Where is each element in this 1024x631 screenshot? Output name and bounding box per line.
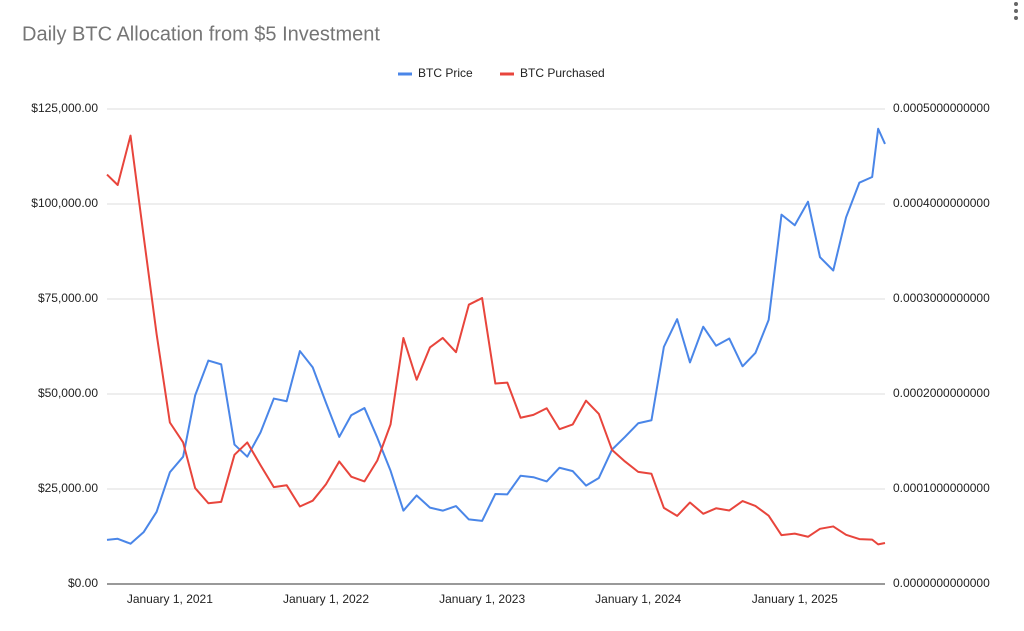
y-tick-label: $50,000.00 (38, 386, 98, 400)
y-tick-label: $100,000.00 (31, 196, 98, 210)
y-tick-label: $75,000.00 (38, 291, 98, 305)
y-tick-label: $25,000.00 (38, 481, 98, 495)
y2-tick-label: 0.0003000000000 (893, 291, 990, 305)
y2-tick-label: 0.0001000000000 (893, 481, 990, 495)
series-line (106, 134, 886, 546)
legend-label: BTC Purchased (520, 66, 605, 80)
y-tick-label: $0.00 (68, 576, 98, 590)
series-line (106, 127, 886, 545)
x-tick-label: January 1, 2025 (752, 592, 838, 606)
x-tick-label: January 1, 2024 (595, 592, 681, 606)
y2-tick-label: 0.0004000000000 (893, 196, 990, 210)
x-tick-label: January 1, 2023 (439, 592, 525, 606)
legend-label: BTC Price (418, 66, 473, 80)
x-tick-label: January 1, 2022 (283, 592, 369, 606)
chart-title: Daily BTC Allocation from $5 Investment (22, 23, 380, 45)
y2-tick-label: 0.0005000000000 (893, 101, 990, 115)
y2-tick-label: 0.0002000000000 (893, 386, 990, 400)
x-tick-label: January 1, 2021 (127, 592, 213, 606)
y-tick-label: $125,000.00 (31, 101, 98, 115)
menu-icon[interactable] (1014, 2, 1018, 20)
y2-tick-label: 0.0000000000000 (893, 576, 990, 590)
